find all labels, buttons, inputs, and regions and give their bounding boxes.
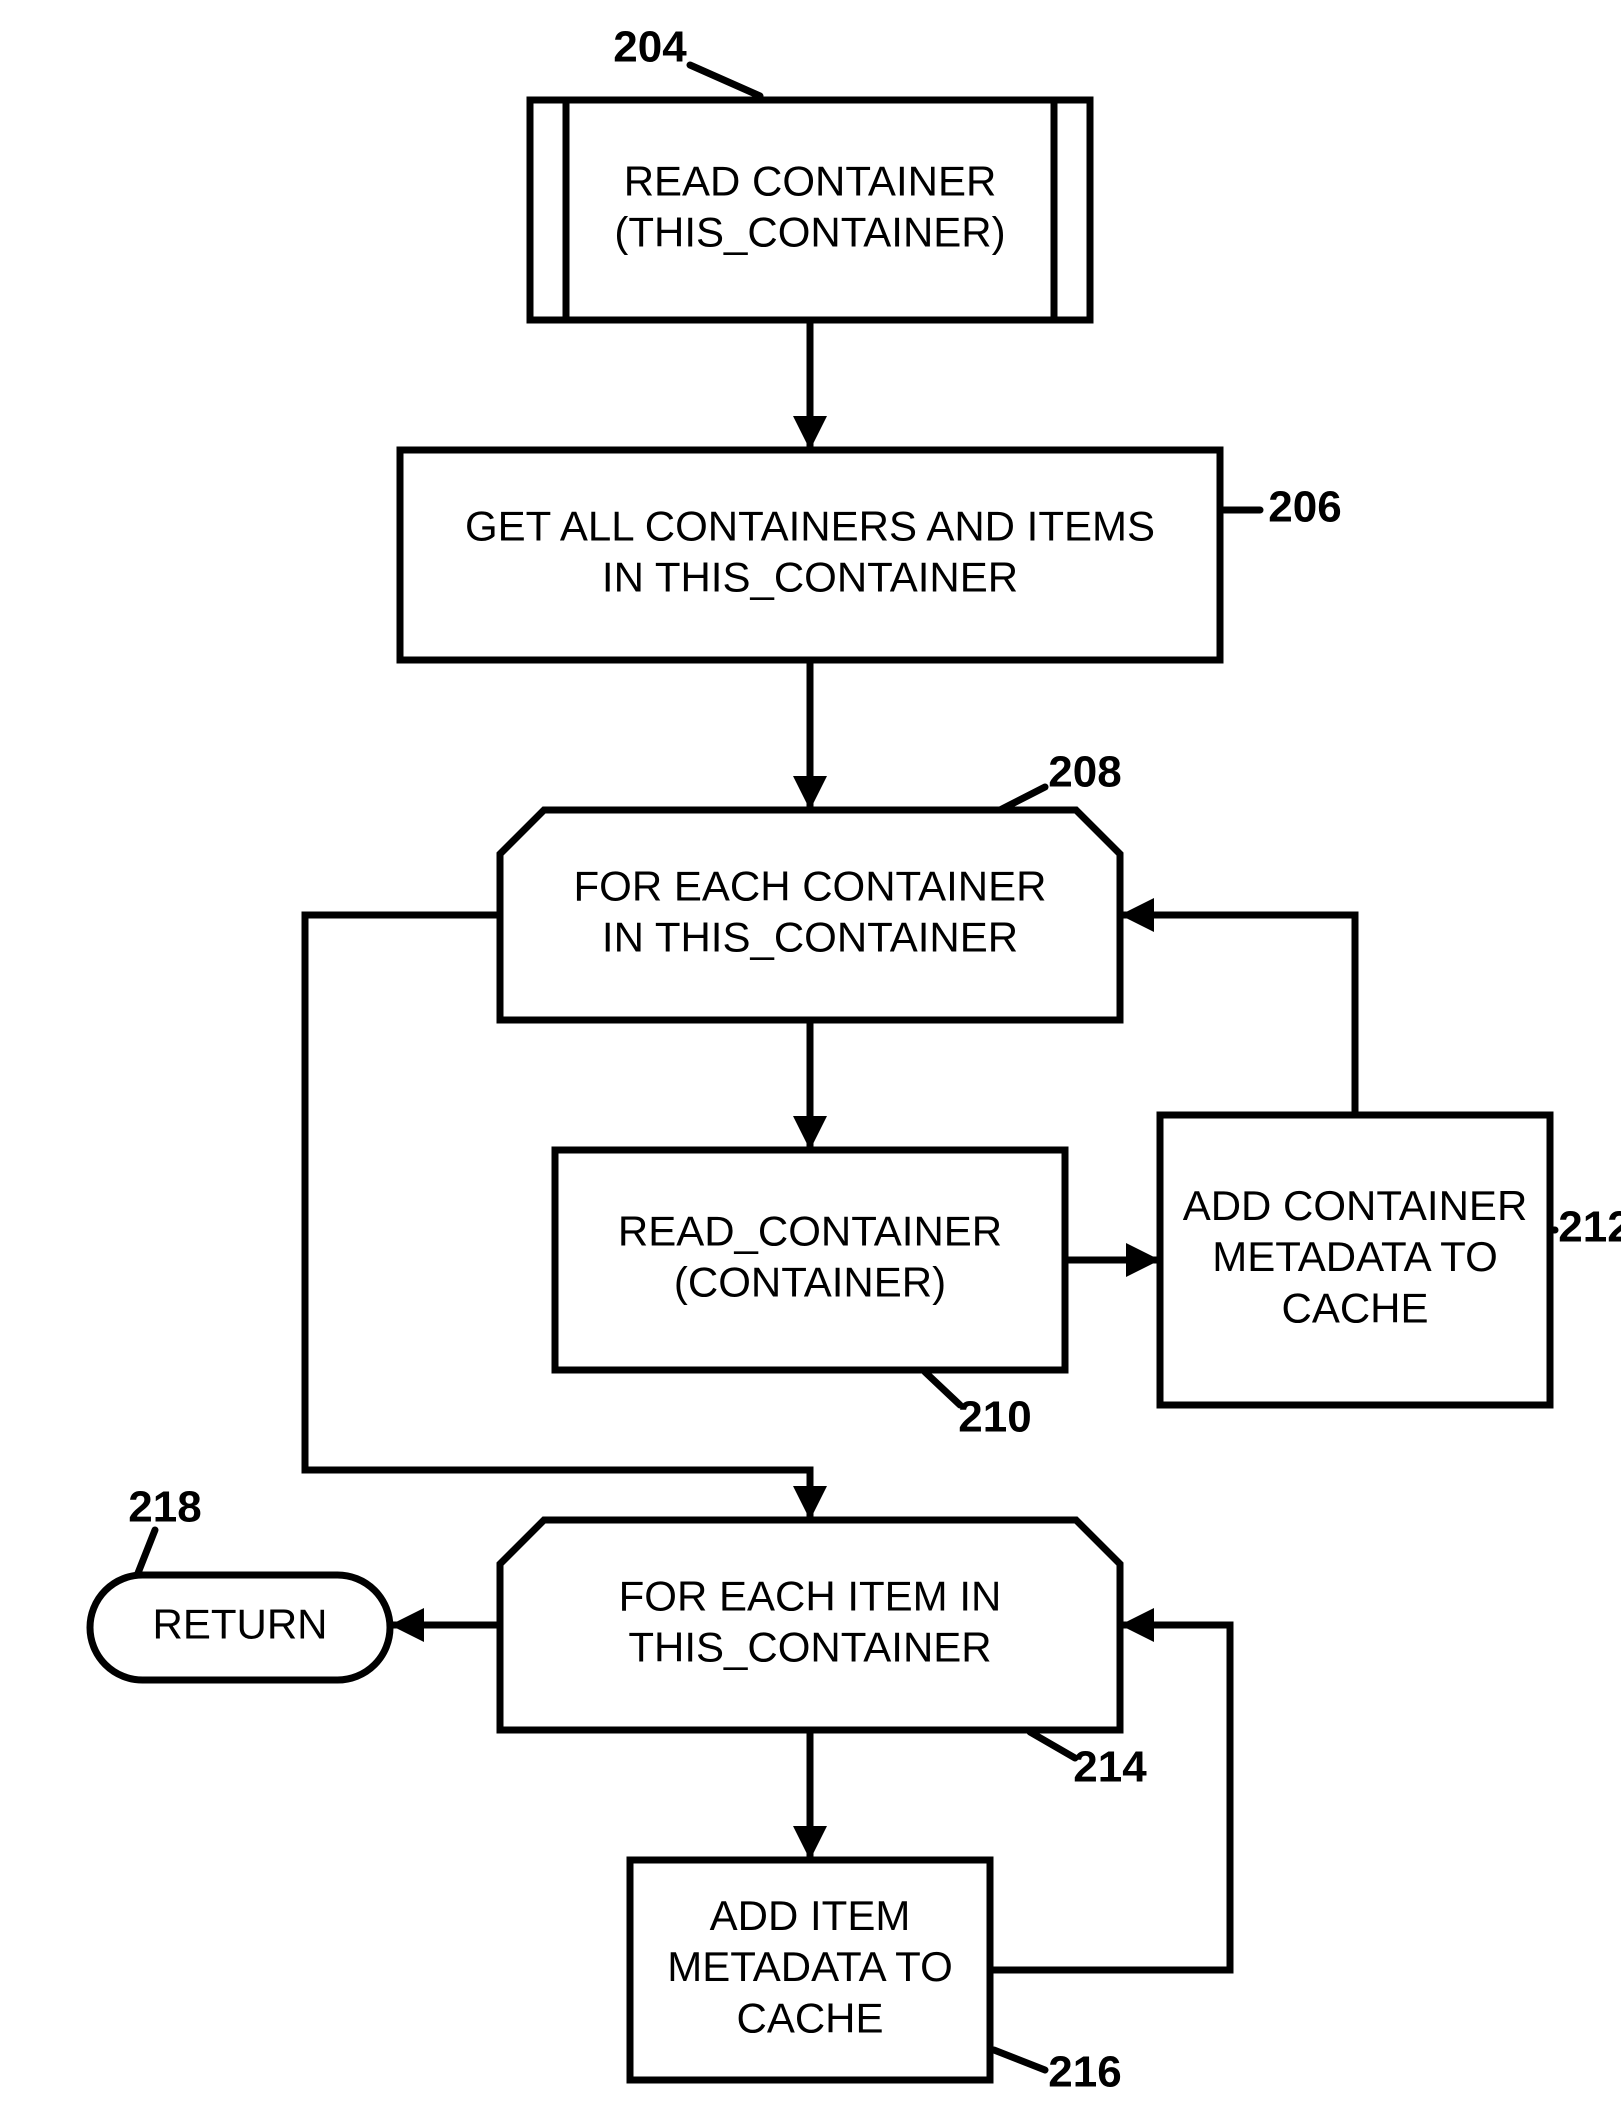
label-leader bbox=[1030, 1732, 1075, 1758]
svg-text:RETURN: RETURN bbox=[153, 1601, 328, 1648]
svg-text:ADD CONTAINER: ADD CONTAINER bbox=[1183, 1182, 1528, 1229]
svg-text:ADD ITEM: ADD ITEM bbox=[710, 1892, 911, 1939]
ref-label: 214 bbox=[1073, 1743, 1147, 1792]
label-leader bbox=[994, 2050, 1045, 2070]
ref-label: 212 bbox=[1558, 1203, 1621, 1252]
svg-text:CACHE: CACHE bbox=[1281, 1284, 1428, 1331]
svg-text:READ_CONTAINER: READ_CONTAINER bbox=[618, 1207, 1002, 1254]
svg-text:METADATA TO: METADATA TO bbox=[667, 1943, 953, 1990]
label-leader bbox=[138, 1530, 155, 1573]
flowchart: 204 READ CONTAINER (THIS_CONTAINER) 206 GET … bbox=[0, 0, 1621, 2120]
svg-text:(THIS_CONTAINER): (THIS_CONTAINER) bbox=[614, 209, 1005, 256]
label-leader bbox=[690, 65, 760, 96]
edge-e5 bbox=[1120, 915, 1355, 1115]
label-leader bbox=[925, 1372, 960, 1405]
ref-label: 204 bbox=[613, 23, 687, 72]
ref-label: 210 bbox=[958, 1393, 1031, 1442]
svg-text:GET ALL CONTAINERS AND ITEMS: GET ALL CONTAINERS AND ITEMS bbox=[465, 502, 1155, 549]
svg-text:IN THIS_CONTAINER: IN THIS_CONTAINER bbox=[602, 554, 1018, 601]
node-n218: 218 bbox=[90, 1483, 390, 1680]
svg-text:METADATA TO: METADATA TO bbox=[1212, 1233, 1498, 1280]
svg-text:FOR EACH ITEM IN: FOR EACH ITEM IN bbox=[619, 1572, 1002, 1619]
svg-text:CACHE: CACHE bbox=[736, 1994, 883, 2041]
ref-label: 216 bbox=[1048, 2048, 1121, 2097]
ref-label: 208 bbox=[1048, 748, 1121, 797]
svg-text:READ CONTAINER: READ CONTAINER bbox=[624, 157, 997, 204]
ref-label: 206 bbox=[1268, 483, 1341, 532]
ref-label: 218 bbox=[128, 1483, 201, 1532]
svg-text:FOR EACH CONTAINER: FOR EACH CONTAINER bbox=[574, 862, 1047, 909]
svg-text:(CONTAINER): (CONTAINER) bbox=[674, 1259, 946, 1306]
svg-text:THIS_CONTAINER: THIS_CONTAINER bbox=[628, 1624, 991, 1671]
svg-text:IN THIS_CONTAINER: IN THIS_CONTAINER bbox=[602, 914, 1018, 961]
